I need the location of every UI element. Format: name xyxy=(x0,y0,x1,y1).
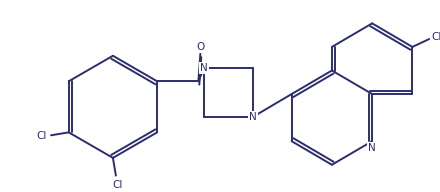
Text: Cl: Cl xyxy=(432,32,440,42)
Text: Cl: Cl xyxy=(113,180,123,190)
Text: N: N xyxy=(200,63,208,73)
Text: N: N xyxy=(249,112,257,122)
Text: Cl: Cl xyxy=(36,131,46,141)
Text: O: O xyxy=(196,42,205,52)
Text: N: N xyxy=(368,143,376,153)
